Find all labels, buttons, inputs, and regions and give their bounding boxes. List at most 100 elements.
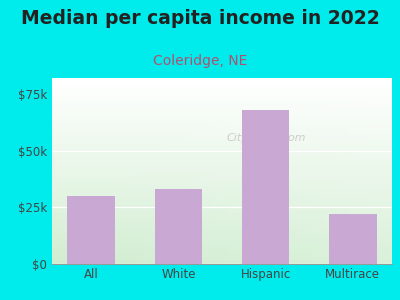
Bar <box>322 78 324 264</box>
Bar <box>320 78 322 264</box>
Bar <box>52 123 392 124</box>
Bar <box>52 152 392 154</box>
Bar <box>52 175 392 176</box>
Bar <box>52 98 392 99</box>
Bar <box>335 78 338 264</box>
Bar <box>52 220 392 222</box>
Bar <box>233 78 236 264</box>
Bar <box>52 118 392 119</box>
Bar <box>186 78 188 264</box>
Bar <box>360 78 362 264</box>
Bar <box>52 233 392 234</box>
Bar <box>52 196 392 197</box>
Bar <box>52 134 392 135</box>
Bar <box>213 78 215 264</box>
Bar <box>199 78 202 264</box>
Bar <box>354 78 356 264</box>
Bar <box>52 109 392 110</box>
Bar <box>52 181 392 182</box>
Bar <box>52 218 392 219</box>
Bar <box>338 78 340 264</box>
Bar <box>52 162 392 164</box>
Bar <box>52 142 392 144</box>
Bar <box>52 110 392 112</box>
Bar <box>90 78 93 264</box>
Bar <box>52 85 392 87</box>
Bar <box>52 100 392 102</box>
Bar <box>52 201 392 202</box>
Bar <box>52 177 392 178</box>
Bar <box>52 158 392 159</box>
Bar <box>290 78 292 264</box>
Bar <box>52 171 392 172</box>
Bar <box>195 78 197 264</box>
Bar <box>362 78 365 264</box>
Bar <box>52 166 392 167</box>
Bar <box>52 151 392 152</box>
Bar <box>131 78 134 264</box>
Bar <box>308 78 310 264</box>
Bar <box>52 82 392 83</box>
Bar <box>52 125 392 126</box>
Bar <box>140 78 143 264</box>
Bar <box>72 78 75 264</box>
Bar <box>52 253 392 254</box>
Bar <box>52 116 392 118</box>
Bar <box>52 104 392 105</box>
Bar <box>77 78 79 264</box>
Bar <box>211 78 213 264</box>
Bar <box>252 78 254 264</box>
Bar <box>369 78 372 264</box>
Bar <box>204 78 206 264</box>
Bar <box>52 238 392 239</box>
Bar <box>283 78 286 264</box>
Bar <box>184 78 186 264</box>
Bar <box>109 78 111 264</box>
Bar <box>52 200 392 201</box>
Bar <box>79 78 82 264</box>
Bar <box>52 129 392 130</box>
Bar <box>145 78 147 264</box>
Bar <box>52 227 392 228</box>
Bar <box>333 78 335 264</box>
Bar <box>263 78 265 264</box>
Bar <box>113 78 116 264</box>
Bar <box>104 78 106 264</box>
Bar <box>136 78 138 264</box>
Bar <box>129 78 131 264</box>
Bar <box>224 78 226 264</box>
Bar <box>52 242 392 243</box>
Bar <box>154 78 156 264</box>
Bar <box>52 226 392 227</box>
Bar <box>52 137 392 139</box>
Bar <box>52 244 392 245</box>
Bar <box>52 84 392 86</box>
Bar <box>52 131 392 133</box>
Bar <box>52 209 392 211</box>
Bar <box>52 230 392 232</box>
Bar <box>70 78 72 264</box>
Bar <box>52 211 392 212</box>
Bar <box>52 190 392 191</box>
Bar <box>231 78 233 264</box>
Bar <box>256 78 258 264</box>
Bar <box>52 159 392 160</box>
Bar <box>68 78 70 264</box>
Bar <box>260 78 263 264</box>
Bar <box>52 258 392 259</box>
Bar <box>52 80 392 82</box>
Bar <box>202 78 204 264</box>
Bar <box>299 78 301 264</box>
Bar <box>52 217 392 218</box>
Bar <box>238 78 240 264</box>
Bar <box>52 183 392 184</box>
Bar <box>52 223 392 224</box>
Bar <box>52 126 392 128</box>
Bar <box>52 78 392 79</box>
Bar <box>52 95 392 97</box>
Bar <box>61 78 63 264</box>
Bar <box>88 78 90 264</box>
Bar <box>52 197 392 198</box>
Bar <box>388 78 390 264</box>
Bar <box>52 202 392 203</box>
